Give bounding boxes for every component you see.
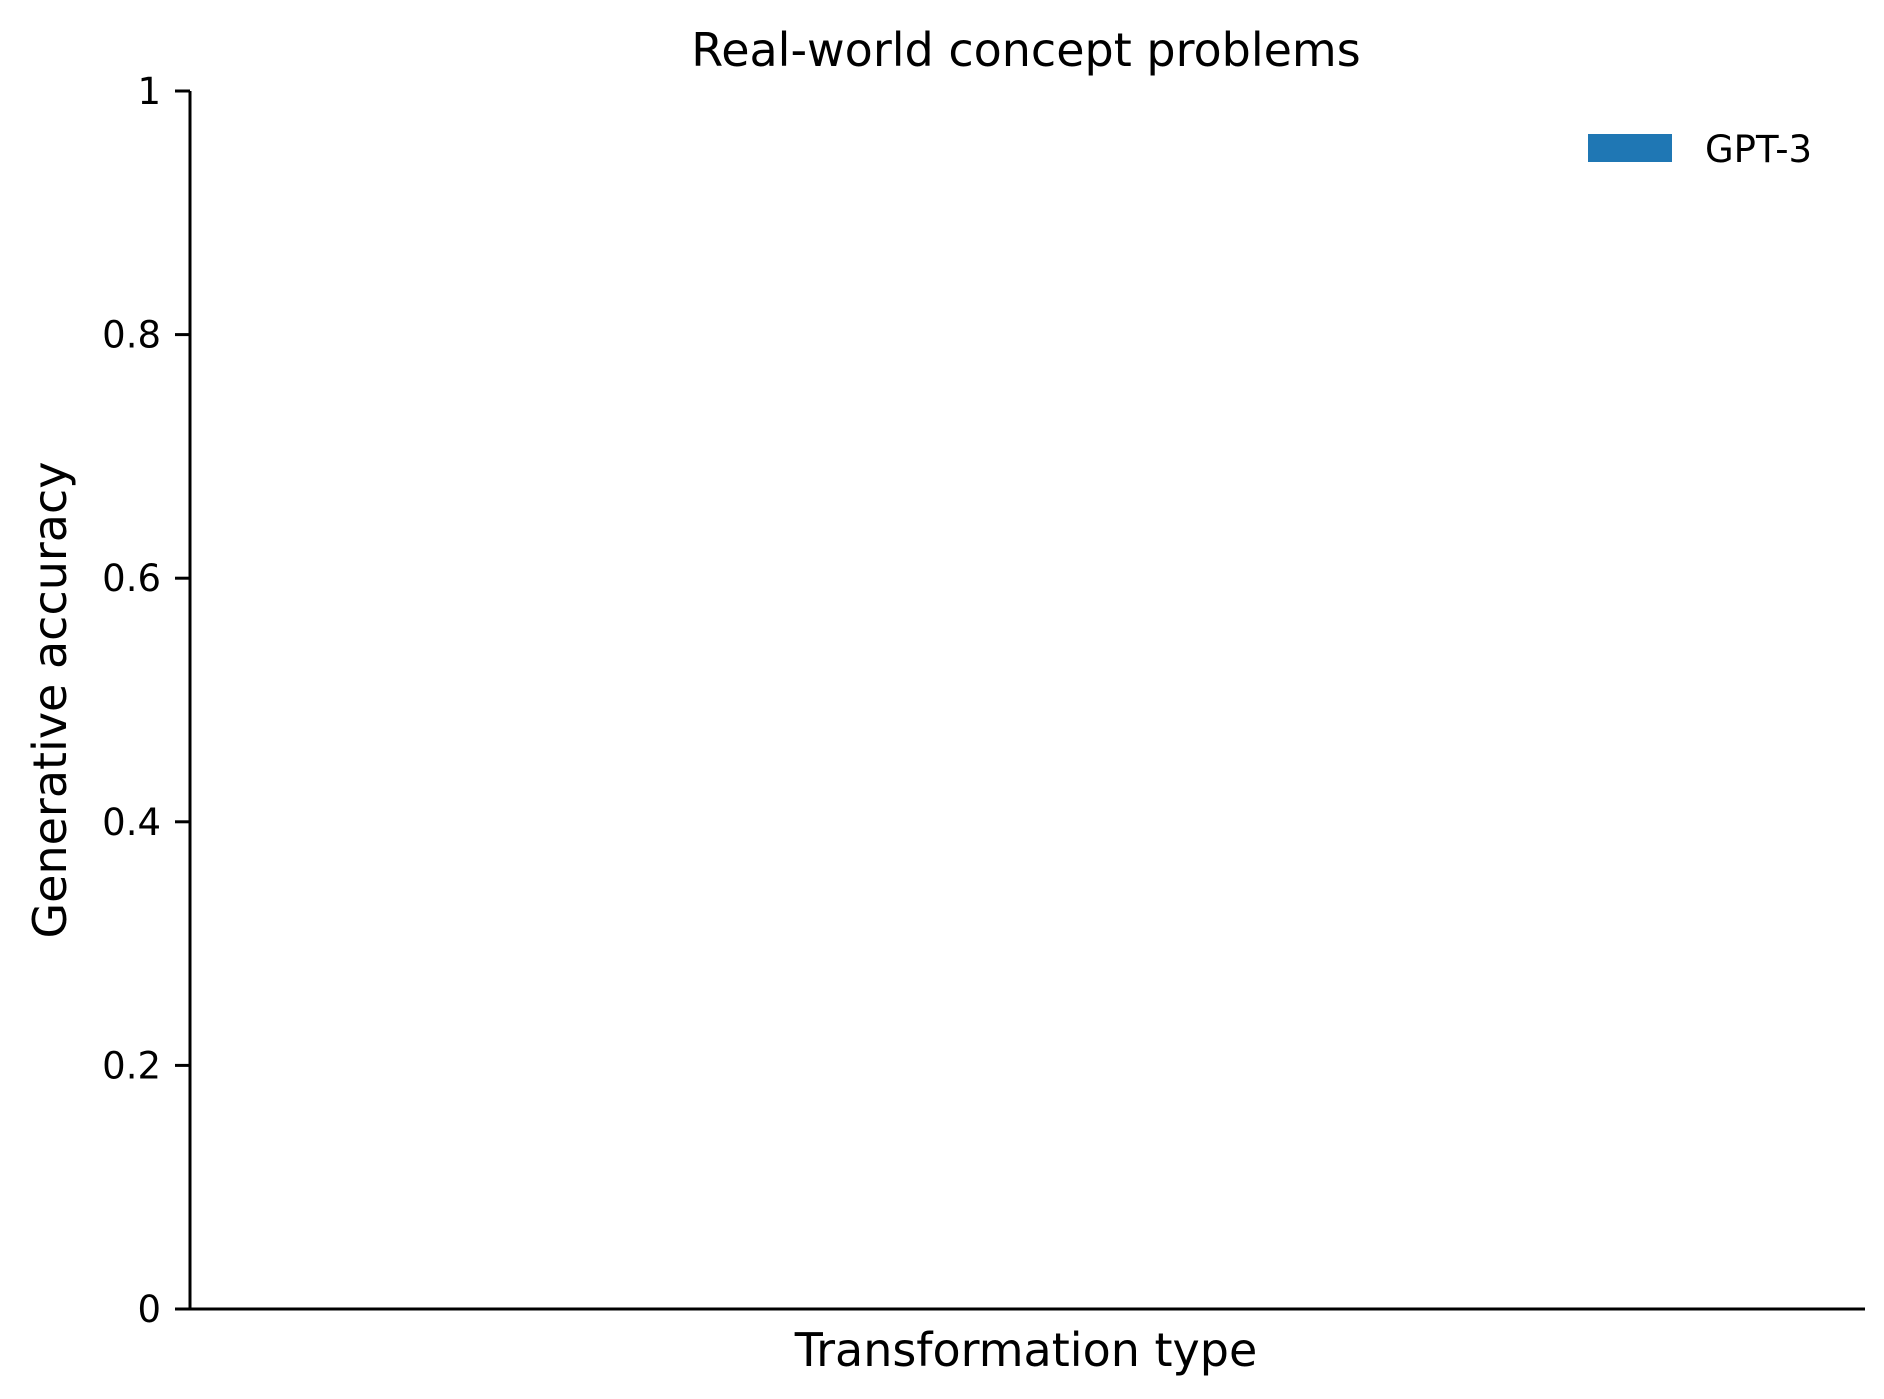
y-tick-label: 0.8 bbox=[102, 314, 161, 357]
y-tick-label: 0 bbox=[137, 1288, 161, 1331]
y-axis-ticks: 0 0.2 0.4 0.6 0.8 1 bbox=[102, 70, 190, 1331]
legend-label-gpt-3: GPT-3 bbox=[1705, 128, 1812, 171]
y-tick-label: 0.6 bbox=[102, 557, 161, 600]
chart-title: Real-world concept problems bbox=[691, 23, 1360, 77]
legend-swatch-gpt-3 bbox=[1588, 134, 1672, 162]
y-tick-label: 0.4 bbox=[102, 801, 161, 844]
y-tick-label: 1 bbox=[137, 70, 161, 113]
y-axis-label: Generative accuracy bbox=[23, 461, 77, 938]
x-axis-label: Transformation type bbox=[794, 1323, 1258, 1377]
legend: GPT-3 bbox=[1588, 128, 1812, 171]
y-tick-label: 0.2 bbox=[102, 1044, 161, 1087]
